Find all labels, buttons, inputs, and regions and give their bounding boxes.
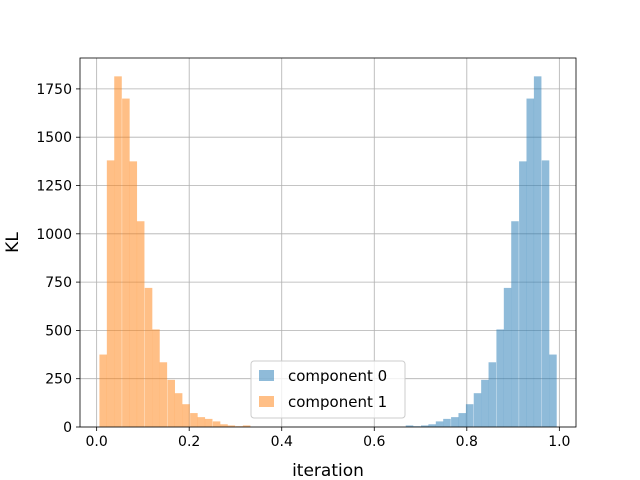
x-tick-label: 0.6 <box>363 434 385 450</box>
histogram-bar <box>182 404 190 427</box>
histogram-bar <box>242 425 251 427</box>
histogram-bar <box>465 404 474 427</box>
histogram-bar <box>106 160 115 427</box>
histogram-bar <box>496 329 504 427</box>
series-0-bars <box>405 76 557 428</box>
legend-swatch <box>259 370 274 381</box>
x-tick-label: 0.2 <box>178 434 200 450</box>
histogram-bar <box>473 393 482 427</box>
histogram-bar <box>144 287 153 427</box>
legend: component 0 component 1 <box>250 360 406 419</box>
histogram-bar <box>114 76 122 428</box>
histogram-bars <box>99 76 557 428</box>
x-tick-label: 0.8 <box>456 434 478 450</box>
histogram-bar <box>421 425 429 427</box>
histogram-bar <box>190 413 198 427</box>
histogram-bar <box>122 98 130 427</box>
histogram-bar <box>428 424 436 427</box>
legend-box <box>250 360 406 419</box>
histogram-bar <box>533 76 542 428</box>
plot-frame <box>79 57 577 428</box>
histogram-bar <box>451 417 459 427</box>
histogram-bar <box>481 379 489 427</box>
y-axis-label: KL <box>3 232 23 253</box>
histogram-bar <box>435 421 444 427</box>
axis-ticks: 0.0 0.2 0.4 0.6 0.8 1.0 0 250 500 750 1000 1250 1500… <box>36 82 570 450</box>
y-tick-label: 1750 <box>36 82 72 98</box>
histogram-bar <box>511 221 519 427</box>
histogram-bar <box>526 98 535 427</box>
y-tick-label: 250 <box>45 372 72 388</box>
histogram-bar <box>549 354 557 427</box>
x-tick-label: 0.4 <box>271 434 293 450</box>
histogram-bar <box>488 362 497 427</box>
y-tick-label: 1000 <box>36 227 72 243</box>
y-tick-label: 0 <box>63 420 72 436</box>
histogram-bar <box>197 417 206 427</box>
series-1-bars <box>99 76 251 428</box>
histogram-bar <box>129 161 138 427</box>
grid-lines <box>80 58 576 428</box>
histogram-bar <box>227 425 236 427</box>
legend-label: component 1 <box>288 393 387 411</box>
histogram-bar <box>204 418 213 427</box>
histogram-bar <box>519 161 527 427</box>
y-tick-label: 1250 <box>36 179 72 195</box>
histogram-bar <box>159 362 168 427</box>
y-tick-label: 1500 <box>36 130 72 146</box>
histogram-bar <box>503 287 512 427</box>
histogram-bar <box>443 418 451 427</box>
legend-label: component 0 <box>288 367 387 385</box>
x-tick-label: 0.0 <box>86 434 108 450</box>
histogram-bar <box>212 421 221 427</box>
legend-swatch <box>259 396 274 407</box>
histogram-bar <box>458 413 467 427</box>
x-tick-label: 1.0 <box>548 434 570 450</box>
histogram-bar <box>541 160 550 427</box>
y-tick-label: 750 <box>45 275 72 291</box>
histogram-bar <box>99 354 107 427</box>
histogram-bar <box>220 424 228 427</box>
histogram-bar <box>174 393 183 427</box>
y-tick-label: 500 <box>45 323 72 339</box>
histogram-bar <box>167 379 175 427</box>
x-axis-label: iteration <box>292 461 364 480</box>
histogram-bar <box>405 425 414 427</box>
histogram-bar <box>152 329 160 427</box>
histogram-bar <box>136 221 145 427</box>
